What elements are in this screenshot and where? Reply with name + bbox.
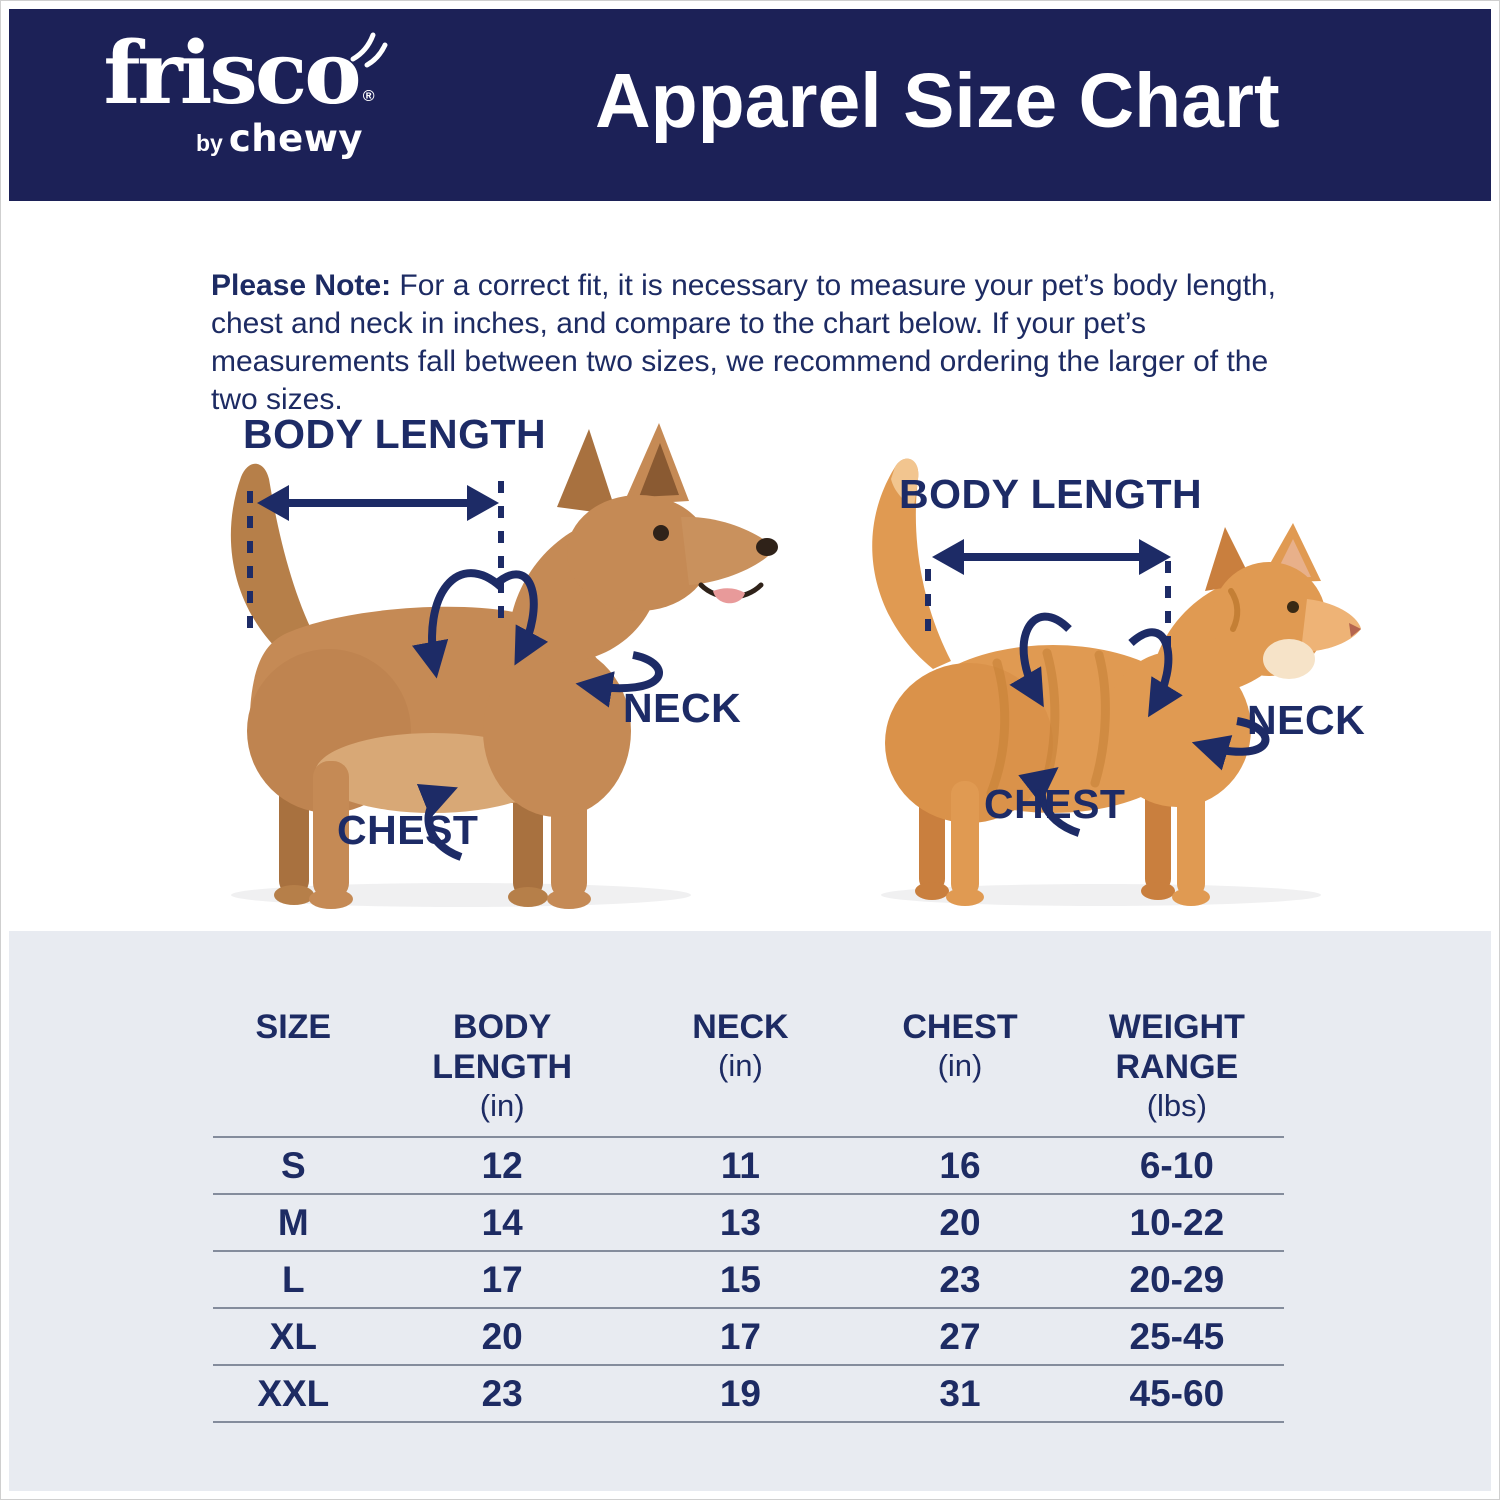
column-header-chest: CHEST (in) (902, 1008, 1018, 1083)
column-header-body-length: BODY LENGTH (in) (432, 1008, 573, 1123)
cell-weight-range: 10-22 (1129, 1201, 1225, 1243)
table-row-xl: XL 20 17 27 25-45 (213, 1309, 1284, 1366)
size-table: SIZE BODY LENGTH (in) NECK (in) CHEST (i… (213, 1001, 1284, 1423)
frisco-logo: frisco ® by chewy (97, 28, 388, 160)
cell-weight-range: 45-60 (1129, 1372, 1225, 1414)
dog-measurement-illustration (230, 423, 778, 909)
column-header-size: SIZE (255, 1008, 332, 1046)
fit-note-label: Please Note: (211, 269, 392, 302)
cell-body-length: 12 (481, 1144, 523, 1186)
cell-chest: 20 (939, 1201, 981, 1243)
fit-note: Please Note: For a correct fit, it is ne… (211, 267, 1316, 419)
dog-body-length-label: BODY LENGTH (243, 411, 547, 457)
cell-neck: 13 (719, 1201, 762, 1243)
cell-chest: 27 (939, 1315, 981, 1357)
cell-neck: 11 (720, 1144, 760, 1186)
cell-body-length: 20 (481, 1315, 523, 1357)
dog-measurement-arrows (247, 481, 663, 861)
table-row-m: M 14 13 20 10-22 (213, 1195, 1284, 1252)
table-row-l: L 17 15 23 20-29 (213, 1252, 1284, 1309)
cat-measurement-illustration (872, 458, 1361, 906)
cell-chest: 31 (939, 1372, 981, 1414)
table-row-xxl: XXL 23 19 31 45-60 (213, 1366, 1284, 1423)
chewy-wordmark: chewy (228, 117, 363, 161)
cell-neck: 19 (719, 1372, 762, 1414)
cell-size: M (277, 1201, 309, 1243)
cell-chest: 16 (939, 1144, 981, 1186)
cell-weight-range: 20-29 (1129, 1258, 1225, 1300)
frisco-wordmark: frisco ® (103, 28, 388, 119)
fit-note-body: For a correct fit, it is necessary to me… (211, 269, 1276, 416)
cell-size: XL (269, 1315, 317, 1357)
cell-size: XXL (257, 1372, 330, 1414)
cat-chest-label: CHEST (984, 781, 1126, 827)
size-table-header-row: SIZE BODY LENGTH (in) NECK (in) CHEST (i… (213, 1001, 1284, 1138)
by-chewy-line: by chewy (97, 117, 365, 160)
cat-neck-label: NECK (1247, 697, 1366, 743)
dog-neck-label: NECK (623, 685, 742, 731)
registered-mark: ® (362, 87, 375, 105)
cell-size: L (282, 1258, 305, 1300)
header-banner: frisco ® by chewy Apparel Size Chart (9, 9, 1491, 201)
dog-chest-label: CHEST (337, 807, 479, 853)
cell-size: S (280, 1144, 306, 1186)
logo-tail-flourish-icon (350, 32, 388, 68)
cell-body-length: 17 (481, 1258, 523, 1300)
cell-weight-range: 25-45 (1129, 1315, 1225, 1357)
size-table-section: SIZE BODY LENGTH (in) NECK (in) CHEST (i… (9, 931, 1491, 1491)
page-title: Apparel Size Chart (595, 58, 1280, 144)
cell-neck: 15 (719, 1258, 762, 1300)
cell-chest: 23 (939, 1258, 981, 1300)
cell-body-length: 23 (481, 1372, 523, 1414)
by-label: by (195, 130, 223, 157)
column-header-weight-range: WEIGHT RANGE (lbs) (1108, 1008, 1245, 1123)
table-row-s: S 12 11 16 6-10 (213, 1138, 1284, 1195)
cell-neck: 17 (719, 1315, 762, 1357)
cat-body-length-label: BODY LENGTH (899, 471, 1203, 517)
cell-weight-range: 6-10 (1139, 1144, 1214, 1186)
cell-body-length: 14 (481, 1201, 523, 1243)
cat-measurement-arrows (925, 539, 1270, 837)
column-header-neck: NECK (in) (692, 1008, 789, 1083)
